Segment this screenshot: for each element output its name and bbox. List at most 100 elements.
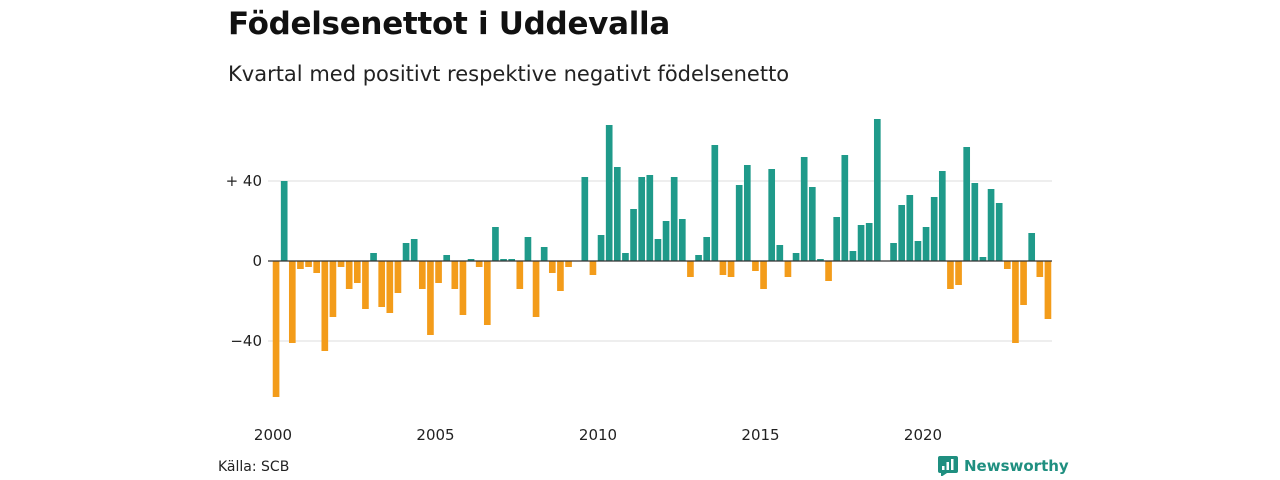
bar [1020,261,1027,305]
bar [532,261,540,317]
bar [1036,261,1044,277]
bar [313,261,321,273]
bar [337,261,345,267]
bar [443,255,451,261]
bar [630,209,637,261]
bar [930,197,938,261]
bar [540,247,548,261]
bar [410,239,418,261]
bar [955,261,962,285]
bar [768,169,776,261]
bar [947,261,954,289]
bar [516,261,524,289]
bar [370,253,377,261]
bar [662,221,670,261]
bar [971,183,979,261]
bar [833,217,841,261]
bar [353,261,361,283]
x-tick-label: 2005 [416,426,454,444]
bar [792,253,800,261]
bar [500,259,507,261]
bar [898,205,906,261]
source-label: Källa: SCB [218,459,290,475]
bar [378,261,386,307]
bar-chart: + 40 0 −40 2000 2005 2010 2015 2020 [226,119,1052,444]
y-tick-label: + 40 [226,172,262,190]
bar [548,261,556,273]
brand[interactable]: Newsworthy [938,456,1069,476]
bar [402,243,410,261]
x-tick-label: 2020 [904,426,942,444]
bar [418,261,426,289]
bar [297,261,304,269]
bar [386,261,394,313]
bar [427,261,434,335]
bar [857,225,865,261]
bar [865,223,873,261]
bar [760,261,767,289]
x-tick-label: 2000 [254,426,292,444]
bar [492,227,499,261]
bar [605,125,613,261]
bar [906,195,914,261]
bar [597,235,605,261]
newsworthy-logo-icon [938,456,958,476]
bar [817,259,824,261]
y-tick-label: −40 [230,332,262,350]
bar [687,261,694,277]
bar [280,181,288,261]
bar [735,185,743,261]
bar [654,239,662,261]
bar [272,261,280,397]
x-tick-label: 2010 [579,426,617,444]
bar [841,155,849,261]
bar [613,167,621,261]
bar [451,261,459,289]
bar [483,261,491,325]
bar [727,261,735,277]
bar [808,187,816,261]
bar [849,251,857,261]
bar [362,261,369,309]
bar [467,259,475,261]
bar [678,219,686,261]
bar [800,157,808,261]
bar [1012,261,1019,343]
bar [1044,261,1052,319]
y-tick-label: 0 [252,252,262,270]
bar [565,261,572,267]
chart-title: Födelsenettot i Uddevalla [228,6,670,42]
bar [752,261,759,271]
bar [1028,233,1036,261]
bar [825,261,832,281]
bar [622,253,629,261]
bar [914,241,922,261]
brand-label: Newsworthy [964,457,1069,475]
bar [695,255,702,261]
bar [963,147,971,261]
bar [475,261,483,267]
bar [987,189,995,261]
bar [581,177,589,261]
bar [711,145,719,261]
bar [305,261,312,267]
bar [557,261,564,291]
bar [638,177,646,261]
bar [646,175,654,261]
bar [922,227,930,261]
bar [288,261,296,343]
chart-subtitle: Kvartal med positivt respektive negativt… [228,62,790,86]
bar [508,259,516,261]
bar [670,177,678,261]
bar [776,245,784,261]
bar [873,119,881,261]
bar [703,237,711,261]
bar [719,261,727,275]
x-tick-label: 2015 [741,426,779,444]
bar [784,261,792,277]
bar [995,203,1003,261]
bar [979,257,987,261]
bar [890,243,897,261]
bar [938,171,946,261]
bar [329,261,337,317]
